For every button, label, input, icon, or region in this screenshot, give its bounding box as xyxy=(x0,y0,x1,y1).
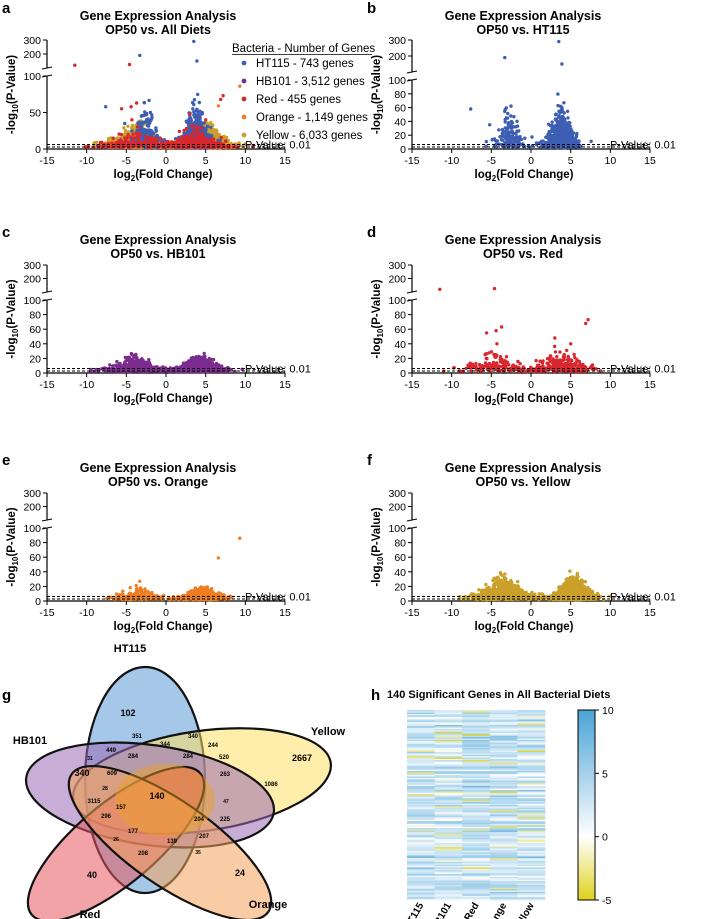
y-tick-label: 200 xyxy=(23,49,41,61)
x-tick-label: 0 xyxy=(163,155,169,167)
x-tick-label: 15 xyxy=(279,155,291,167)
y-tick-label: 100 xyxy=(23,71,41,83)
data-point-yellow xyxy=(217,132,221,137)
x-tick-label: -10 xyxy=(79,155,94,167)
axis-break-mark xyxy=(41,66,53,70)
data-point-yellow xyxy=(209,129,213,133)
data-points xyxy=(73,39,255,150)
data-point-yellow xyxy=(214,129,218,133)
x-axis-label: log2(Fold Change) xyxy=(114,169,213,183)
x-tick-label: -15 xyxy=(39,155,54,167)
x-tick-label: -5 xyxy=(122,155,131,167)
y-tick-label: 50 xyxy=(29,108,41,120)
y-tick-label: 300 xyxy=(23,35,41,47)
x-tick-label: 10 xyxy=(239,155,251,167)
y-tick-label: 0 xyxy=(35,144,41,156)
x-tick-label: 5 xyxy=(203,155,209,167)
data-point-yellow xyxy=(126,124,130,128)
chart-title: Gene Expression Analysis xyxy=(80,9,237,23)
chart-subtitle: OP50 vs. All Diets xyxy=(105,23,211,37)
y-axis-label: -log10(P-Value) xyxy=(6,55,20,134)
panel-letter: a xyxy=(2,0,11,17)
